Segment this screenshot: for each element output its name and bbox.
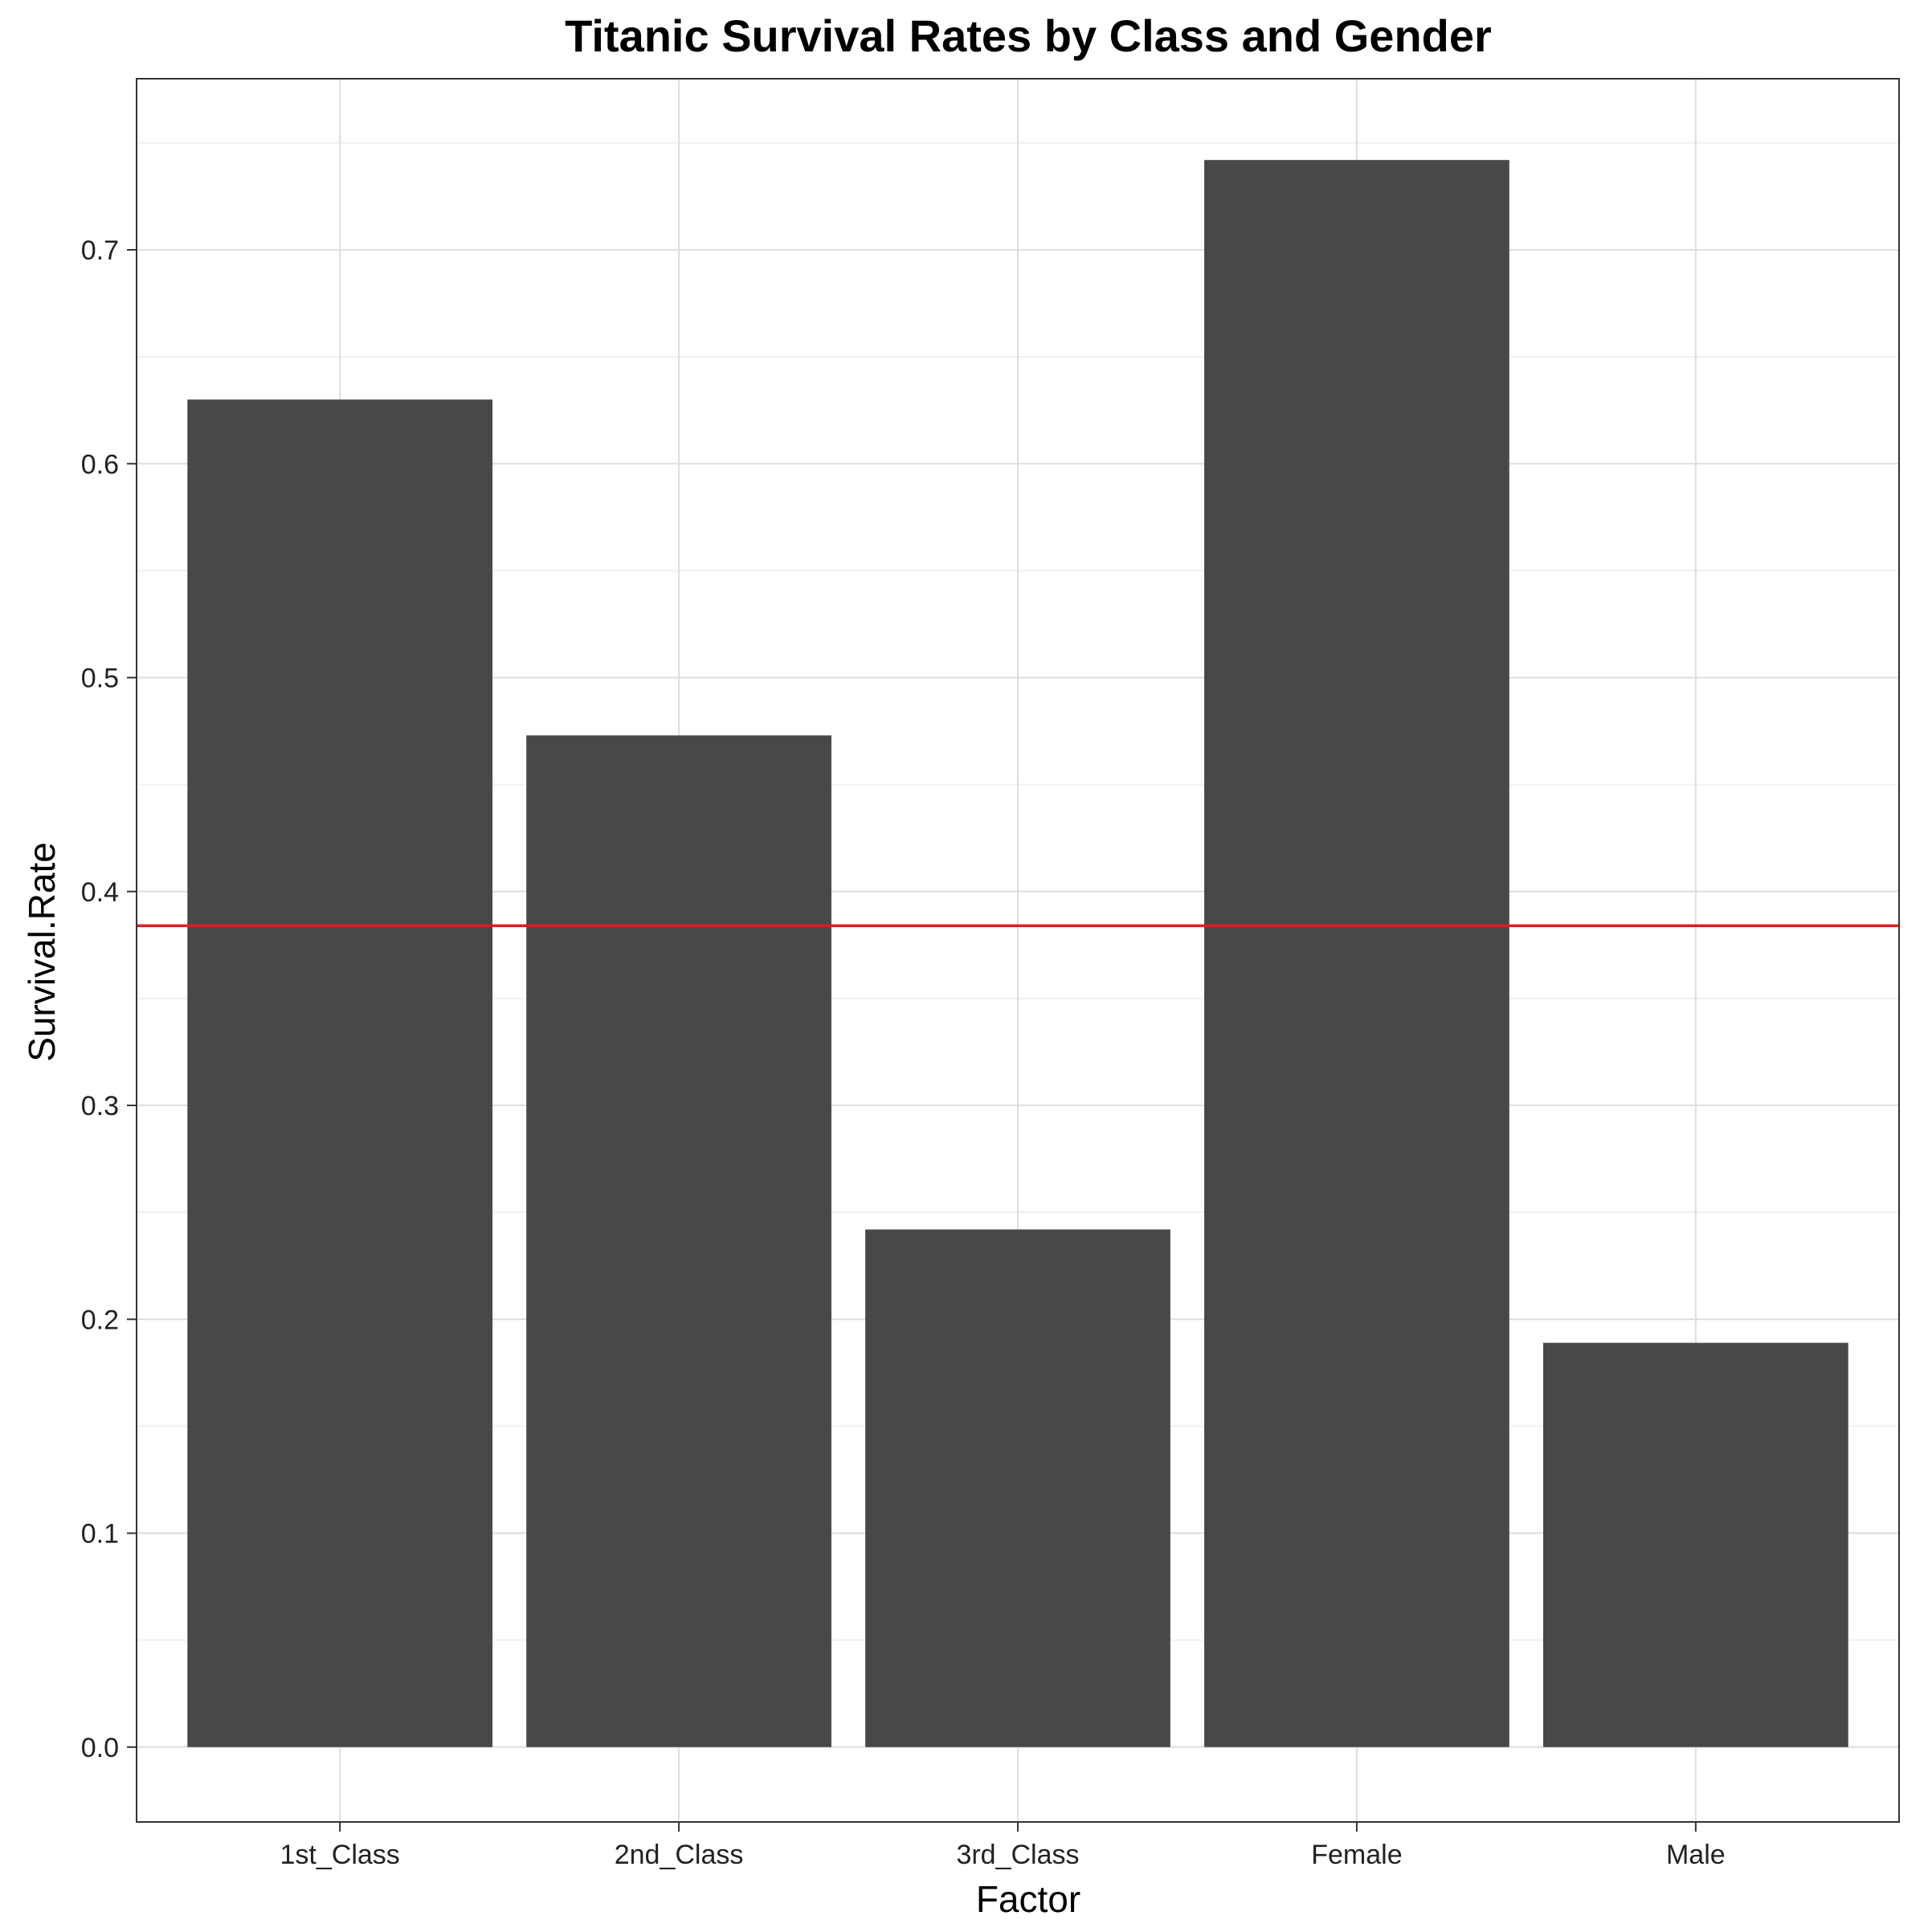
x-tick-label: 1st_Class xyxy=(280,1840,400,1870)
x-axis-title: Factor xyxy=(976,1878,1080,1920)
bar-female xyxy=(1204,160,1509,1747)
y-tick-label: 0.0 xyxy=(81,1733,119,1763)
bars xyxy=(187,160,1848,1747)
y-axis-title: Survival.Rate xyxy=(21,842,63,1062)
x-tick-label: Male xyxy=(1666,1840,1726,1870)
y-axis: 0.0 0.1 0.2 0.3 0.4 0.5 0.6 0.7 xyxy=(81,235,137,1763)
y-tick-label: 0.5 xyxy=(81,664,119,694)
x-tick-label: Female xyxy=(1311,1840,1402,1870)
y-tick-label: 0.3 xyxy=(81,1091,119,1121)
bar-3rd-class xyxy=(865,1229,1170,1747)
x-tick-label: 3rd_Class xyxy=(956,1840,1079,1870)
bar-2nd-class xyxy=(526,735,831,1747)
chart-title: Titanic Survival Rates by Class and Gend… xyxy=(565,10,1492,61)
y-tick-label: 0.6 xyxy=(81,449,119,480)
bar-male xyxy=(1542,1342,1848,1747)
y-tick-label: 0.7 xyxy=(81,235,119,266)
x-tick-label: 2nd_Class xyxy=(615,1840,744,1870)
y-tick-label: 0.2 xyxy=(81,1305,119,1335)
bar-1st-class xyxy=(187,399,493,1747)
y-tick-label: 0.4 xyxy=(81,877,119,908)
x-axis: 1st_Class 2nd_Class 3rd_Class Female Male xyxy=(280,1822,1726,1870)
y-tick-label: 0.1 xyxy=(81,1519,119,1550)
